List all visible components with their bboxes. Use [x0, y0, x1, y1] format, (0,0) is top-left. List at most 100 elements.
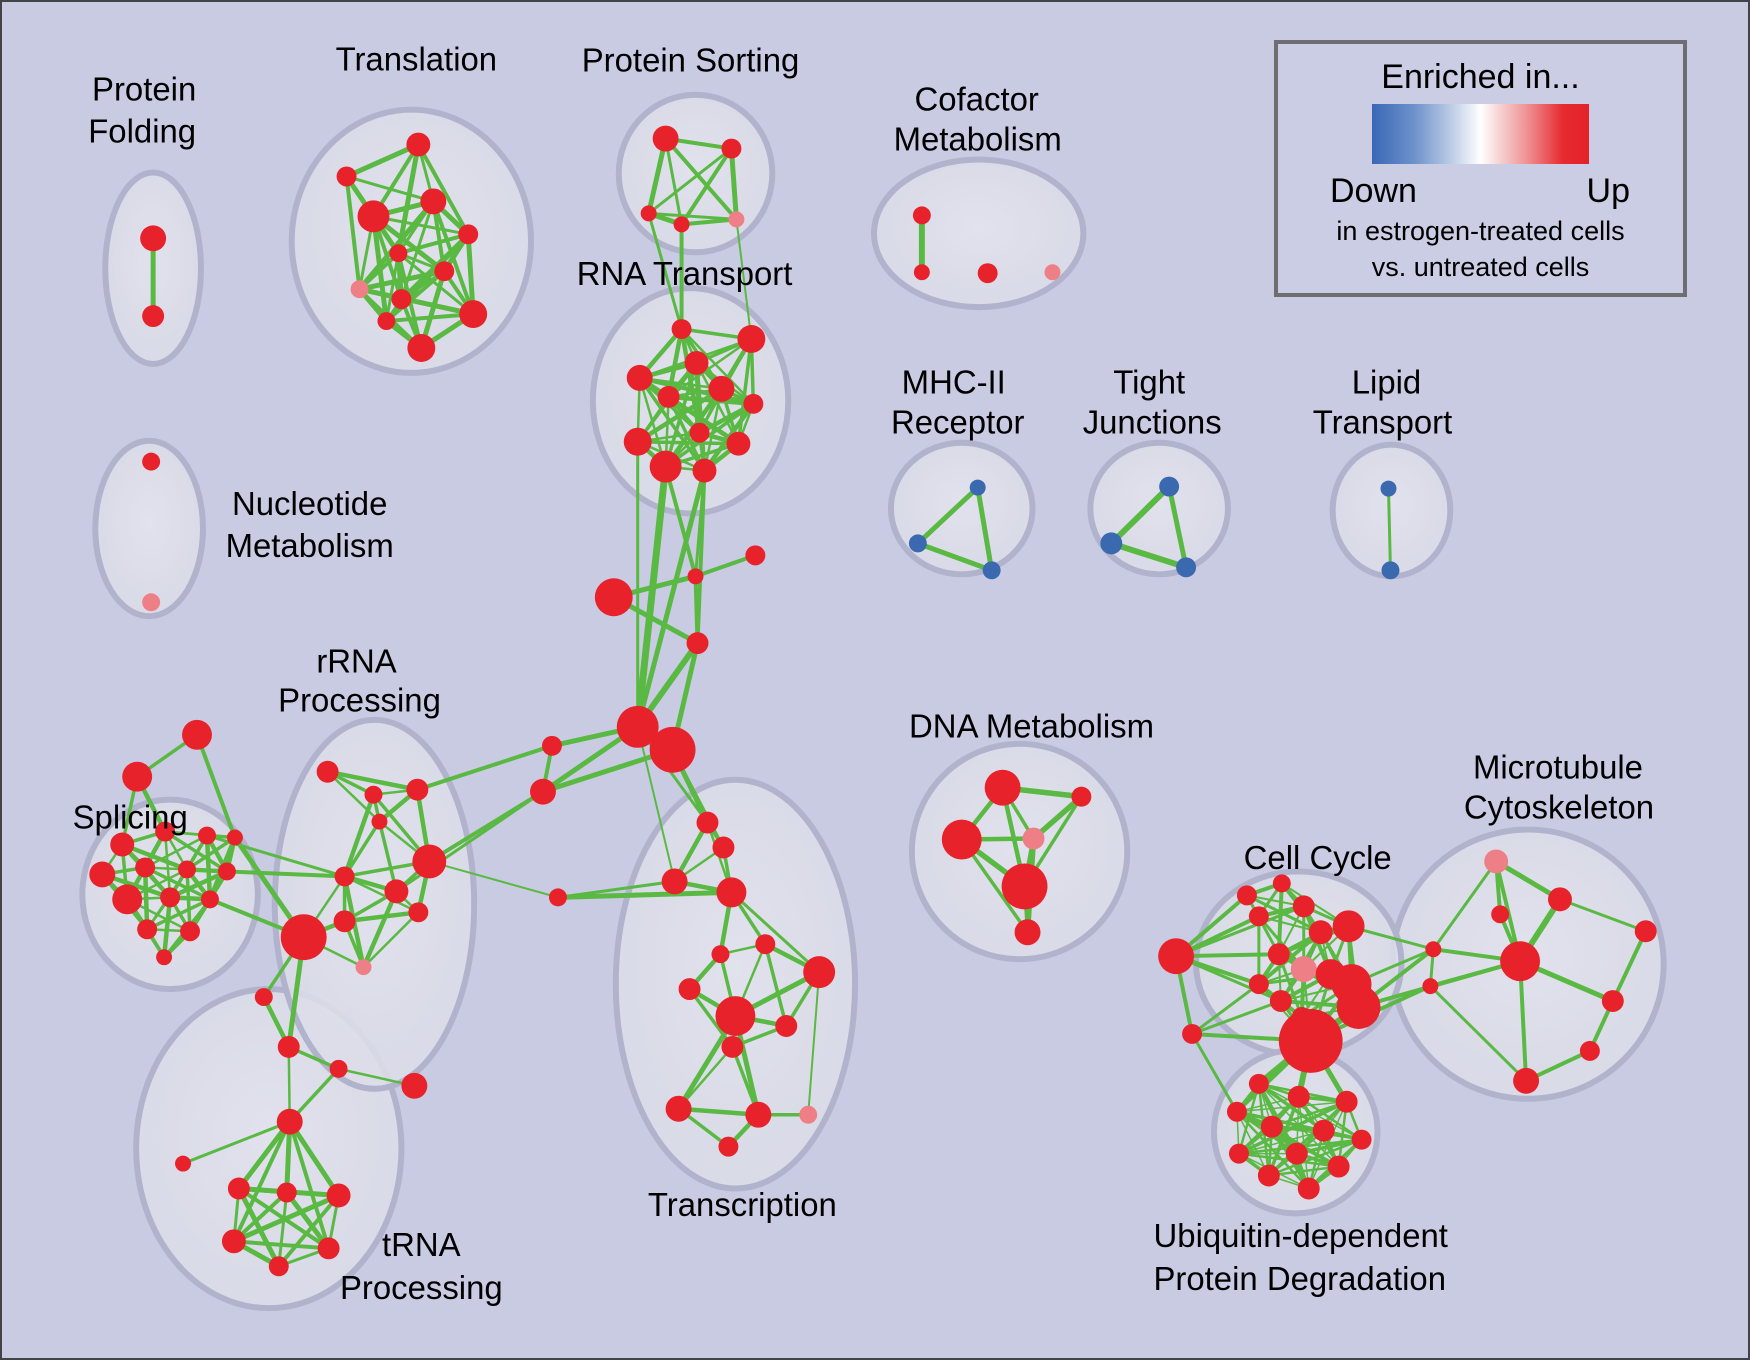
gene-set-node	[1292, 895, 1315, 918]
edge	[735, 218, 753, 341]
edge	[342, 910, 421, 924]
gene-set-node	[137, 919, 158, 940]
edge	[1518, 959, 1529, 1083]
edge	[679, 217, 739, 227]
gene-set-node	[1336, 985, 1381, 1029]
gene-set-node	[142, 593, 161, 612]
gene-set-node	[142, 452, 161, 471]
edge	[384, 312, 476, 324]
edge	[343, 875, 420, 914]
gene-set-node	[594, 578, 633, 617]
gene-set-node	[1226, 1101, 1247, 1122]
gene-set-node	[1381, 561, 1400, 580]
cluster-label-protein-folding: Protein	[92, 70, 196, 107]
gene-set-node	[175, 1155, 192, 1172]
legend-caption-line2: vs. untreated cells	[1371, 252, 1590, 282]
edge	[1236, 1101, 1348, 1113]
cluster-label-microtubule-cytoskeleton: Cytoskeleton	[1464, 788, 1654, 825]
gene-set-node	[1278, 1009, 1343, 1073]
edge	[637, 376, 707, 473]
gene-set-node	[227, 1177, 250, 1200]
edge	[1267, 1165, 1340, 1177]
edge	[396, 251, 475, 316]
gene-set-node	[280, 914, 327, 961]
edge	[145, 897, 212, 932]
edge	[342, 819, 382, 879]
gene-set-node	[276, 1108, 303, 1135]
gene-set-node	[1071, 786, 1092, 807]
edge	[647, 211, 684, 331]
edge	[1558, 897, 1648, 933]
edge	[666, 394, 756, 407]
edge	[276, 1193, 341, 1269]
gene-set-node	[226, 829, 243, 846]
gene-set-node	[1351, 1129, 1372, 1150]
cluster-labels: Nucleotide Metabolism Protein Folding Transl…	[73, 41, 1654, 1306]
edge	[231, 1190, 289, 1244]
edge	[663, 464, 698, 579]
gene-set-node	[623, 427, 652, 456]
gene-set-node	[333, 910, 356, 933]
gene-set-node	[1022, 827, 1045, 850]
gene-set-node	[180, 921, 200, 942]
edge	[666, 394, 741, 446]
gene-set-node	[377, 312, 396, 331]
gene-set-node	[401, 1072, 428, 1099]
gene-set-node	[406, 778, 429, 801]
gene-set-node	[941, 819, 982, 860]
gene-set-node	[1500, 941, 1541, 982]
gene-set-node	[1380, 480, 1397, 497]
gene-set-node	[737, 325, 766, 353]
gene-set-node	[1601, 990, 1624, 1013]
cluster-label-splicing: Splicing	[73, 798, 188, 835]
gene-set-node	[355, 959, 372, 976]
gene-set-node	[135, 857, 156, 878]
edge	[1238, 1129, 1325, 1155]
legend-caption-line1: in estrogen-treated cells	[1336, 216, 1625, 246]
edge	[1610, 929, 1648, 1004]
gene-set-node	[728, 211, 745, 228]
edge	[384, 251, 400, 323]
edge	[694, 469, 706, 578]
gene-set-node	[1335, 1090, 1358, 1113]
gene-set-node	[1579, 1040, 1600, 1061]
gene-set-node	[277, 1035, 300, 1058]
gene-set-node	[1297, 1177, 1320, 1200]
gene-set-node	[326, 1183, 351, 1208]
edge	[371, 214, 470, 236]
gene-set-node	[156, 949, 173, 966]
edge	[344, 174, 362, 292]
legend-gradient-bar	[1372, 104, 1589, 164]
edge	[195, 732, 237, 840]
cluster-label-cofactor-metabolism: Cofactor	[915, 80, 1039, 117]
edge	[231, 1192, 342, 1244]
gene-set-node	[1001, 863, 1048, 910]
gene-set-node	[217, 862, 236, 881]
gene-set-node	[317, 1237, 340, 1260]
gene-set-node	[745, 545, 766, 566]
edge	[357, 268, 447, 292]
edge	[231, 1119, 292, 1244]
gene-set-node	[640, 205, 657, 222]
gene-set-node	[912, 206, 931, 225]
gene-set-node	[1290, 956, 1317, 983]
cluster-label-protein-sorting: Protein Sorting	[582, 42, 800, 79]
gene-set-node	[140, 225, 167, 252]
gene-set-node	[530, 778, 556, 805]
gene-set-node	[1484, 849, 1509, 874]
gene-set-node	[1287, 1085, 1310, 1108]
gene-set-node	[678, 978, 701, 1001]
gene-set-node	[684, 350, 709, 375]
gene-set-node	[89, 861, 116, 888]
cluster-label-translation: Translation	[336, 41, 497, 78]
edge	[415, 743, 554, 792]
gene-set-node	[254, 988, 273, 1007]
cluster-ellipse-mhc-ii-receptor	[887, 439, 1036, 578]
cluster-label-tight-junctions: Junctions	[1083, 403, 1222, 440]
edge	[362, 911, 420, 969]
gene-set-node	[1308, 920, 1333, 945]
edge	[555, 889, 734, 900]
edge	[1307, 1101, 1348, 1190]
gene-set-node	[458, 224, 479, 245]
